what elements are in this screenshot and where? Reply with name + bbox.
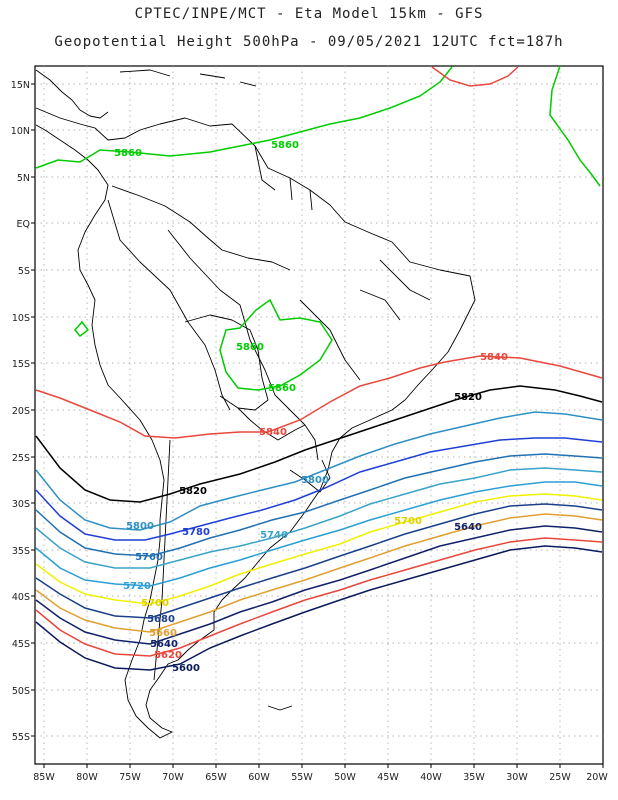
border-north (111, 185, 291, 271)
contour-5800 (35, 411, 603, 531)
contour-label: 5800 (301, 475, 329, 486)
contour-5600 (35, 545, 603, 671)
lon-label: 35W (463, 772, 485, 783)
central-america (35, 69, 109, 119)
map-title-line-2: Geopotential Height 500hPa - 09/05/2021 … (54, 34, 564, 50)
contour-label: 5780 (182, 527, 210, 538)
contour-5780 (35, 437, 603, 541)
coastlines-and-borders (35, 69, 476, 739)
contour-label: 5640 (454, 522, 482, 533)
border-andes (107, 199, 231, 411)
contour-5660 (35, 513, 603, 633)
contour-label: 5600 (172, 663, 200, 674)
lat-label: 5S (18, 266, 30, 277)
border-uruguay (289, 459, 331, 493)
lat-label: 45S (12, 639, 30, 650)
lat-label: 25S (12, 453, 30, 464)
contour-label: 5840 (480, 352, 508, 363)
south-america-coast (35, 107, 476, 739)
contour-label: 5860 (268, 383, 296, 394)
contour-label: 5860 (114, 148, 142, 159)
lon-label: 65W (205, 772, 227, 783)
contour-5680 (35, 503, 603, 619)
contour-5700 (35, 493, 603, 605)
contour-label: 5640 (150, 639, 178, 650)
lon-label: 50W (334, 772, 356, 783)
contour-5640 (35, 525, 603, 645)
contour-5760 (35, 453, 603, 557)
contour-5860-south-cell (219, 298, 333, 391)
lat-label: EQ (17, 219, 30, 230)
border-brazil-west (167, 229, 306, 426)
contour-label: 5740 (260, 530, 288, 541)
lon-label: 80W (76, 772, 98, 783)
border-brazil-states (299, 259, 431, 381)
contour-5740 (35, 467, 603, 569)
lon-label: 75W (119, 772, 141, 783)
contour-label: 5700 (394, 516, 422, 527)
lat-label: 30S (12, 499, 30, 510)
contour-5860-small-island (74, 320, 90, 338)
contour-5860-east (549, 65, 601, 187)
lon-label: 30W (506, 772, 528, 783)
contour-label: 5860 (271, 140, 299, 151)
lon-label: 45W (377, 772, 399, 783)
lat-label: 35S (12, 546, 30, 557)
contour-label: 5840 (259, 427, 287, 438)
caribbean-islands (119, 69, 257, 87)
contour-label: 5680 (147, 614, 175, 625)
axis-ticks (31, 83, 604, 768)
lat-label: 10N (11, 126, 30, 137)
contour-label: 5700 (141, 598, 169, 609)
map-title-line-1: CPTEC/INPE/MCT - Eta Model 15km - GFS (134, 6, 484, 22)
lon-label: 55W (291, 772, 313, 783)
lon-label: 70W (162, 772, 184, 783)
lat-label: 20S (12, 406, 30, 417)
contour-5840-arc (431, 66, 519, 87)
lat-label: 10S (12, 313, 30, 324)
lon-label: 60W (248, 772, 270, 783)
lon-label: 25W (549, 772, 571, 783)
border-paraguay (237, 407, 319, 461)
contour-label: 5760 (135, 552, 163, 563)
contour-label: 5860 (236, 342, 264, 353)
contour-5620 (35, 537, 603, 657)
lat-label: 15S (12, 359, 30, 370)
lon-label: 20W (586, 772, 608, 783)
contour-label: 5620 (154, 650, 182, 661)
border-guianas (254, 145, 313, 211)
contour-label: 5660 (149, 628, 177, 639)
lon-label: 85W (33, 772, 55, 783)
border-bolivia (184, 314, 269, 411)
falklands (267, 705, 293, 711)
contour-5840-main (35, 355, 603, 439)
lat-label: 5N (17, 173, 30, 184)
lat-label: 55S (12, 732, 30, 743)
height-contours (35, 65, 603, 671)
lat-label: 15N (11, 80, 30, 91)
contour-label: 5800 (126, 521, 154, 532)
lon-label: 40W (420, 772, 442, 783)
contour-label: 5720 (123, 581, 151, 592)
lat-label: 50S (12, 686, 30, 697)
contour-5860-north (35, 66, 453, 169)
contour-5720 (35, 481, 603, 587)
contour-label: 5820 (179, 486, 207, 497)
border-argentina-chile (153, 439, 171, 681)
contour-label: 5820 (454, 392, 482, 403)
contour-5820 (35, 385, 603, 503)
lat-label: 40S (12, 592, 30, 603)
